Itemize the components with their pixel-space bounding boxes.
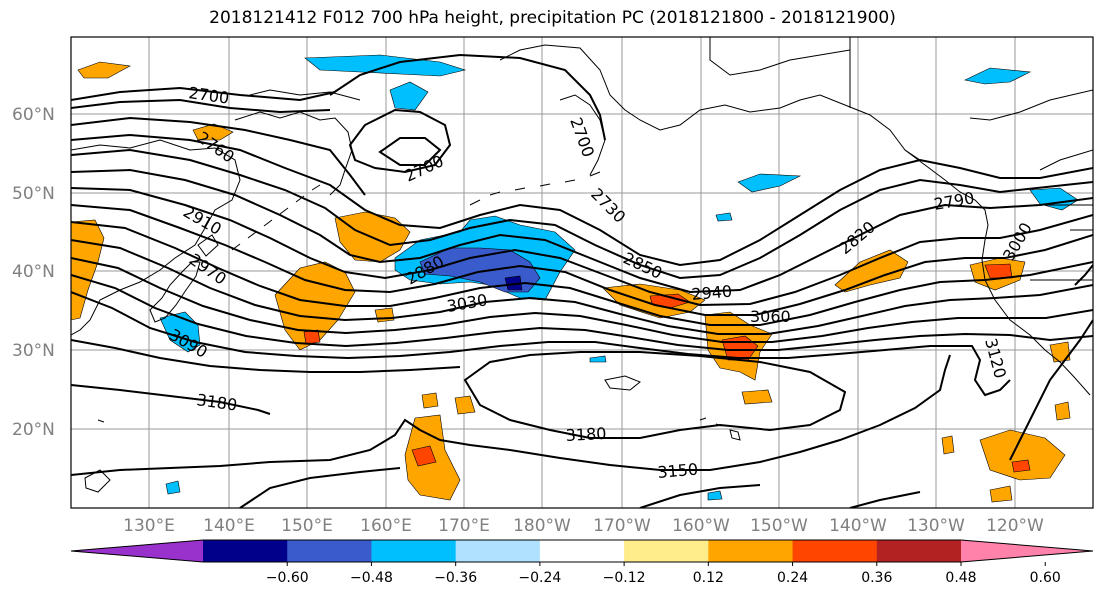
colorbar-tick-label: −0.12 <box>603 570 646 586</box>
colorbar-tick-label: −0.60 <box>266 570 309 586</box>
lon-label: 160°W <box>672 516 730 536</box>
lat-label: 60°N <box>12 105 55 125</box>
colorbar-tick-label: 0.24 <box>777 570 808 586</box>
lon-label: 150°W <box>750 516 808 536</box>
colorbar-tick-label: 0.12 <box>693 570 724 586</box>
colorbar-bin <box>708 540 794 562</box>
contour-label: 3180 <box>565 424 607 445</box>
contour-label: 3060 <box>750 307 791 326</box>
lat-label: 20°N <box>12 420 55 440</box>
lon-label: 140°W <box>829 516 887 536</box>
lon-label: 170°W <box>593 516 651 536</box>
map-title: 2018121412 F012 700 hPa height, precipit… <box>209 8 896 28</box>
lon-label: 150°E <box>281 516 333 536</box>
colorbar-tick-label: −0.24 <box>518 570 561 586</box>
lat-label: 50°N <box>12 184 55 204</box>
colorbar: −0.60 −0.48 −0.36 −0.24 −0.12 0.12 0.24 0.36 0.4… <box>70 539 1094 586</box>
colorbar-outline <box>70 539 1094 563</box>
lat-label: 40°N <box>12 262 55 282</box>
colorbar-tick-label: 0.36 <box>861 570 892 586</box>
lon-label: 140°E <box>203 516 255 536</box>
lon-label: 170°E <box>438 516 490 536</box>
lon-label: 180°W <box>513 516 571 536</box>
colorbar-bin <box>371 540 457 562</box>
latitude-labels: 60°N 50°N 40°N 30°N 20°N <box>12 105 55 440</box>
colorbar-bin <box>455 540 541 562</box>
colorbar-tick-label: −0.36 <box>434 570 477 586</box>
contour-label: 3150 <box>657 460 699 482</box>
colorbar-tick-label: −0.48 <box>350 570 393 586</box>
colorbar-bin <box>539 540 625 562</box>
colorbar-tick-label: 0.60 <box>1030 570 1061 586</box>
precip-shading <box>71 54 1079 503</box>
colorbar-tick-label: 0.48 <box>945 570 976 586</box>
lon-label: 130°W <box>907 516 965 536</box>
longitude-labels: 130°E 140°E 150°E 160°E 170°E 180°W 170°… <box>123 516 1044 536</box>
map-border <box>70 36 1094 509</box>
colorbar-bin <box>203 540 288 562</box>
colorbar-extend-high <box>961 540 1093 562</box>
colorbar-bin <box>624 540 709 562</box>
lon-label: 160°E <box>360 516 412 536</box>
height-contours <box>71 53 1093 508</box>
colorbar-extend-low <box>71 540 203 562</box>
lon-label: 130°E <box>123 516 175 536</box>
colorbar-bin <box>876 540 962 562</box>
colorbar-bin <box>287 540 372 562</box>
lon-label: 120°W <box>986 516 1044 536</box>
contour-label: 2940 <box>691 282 733 304</box>
lat-label: 30°N <box>12 341 55 361</box>
colorbar-bin <box>792 540 878 562</box>
